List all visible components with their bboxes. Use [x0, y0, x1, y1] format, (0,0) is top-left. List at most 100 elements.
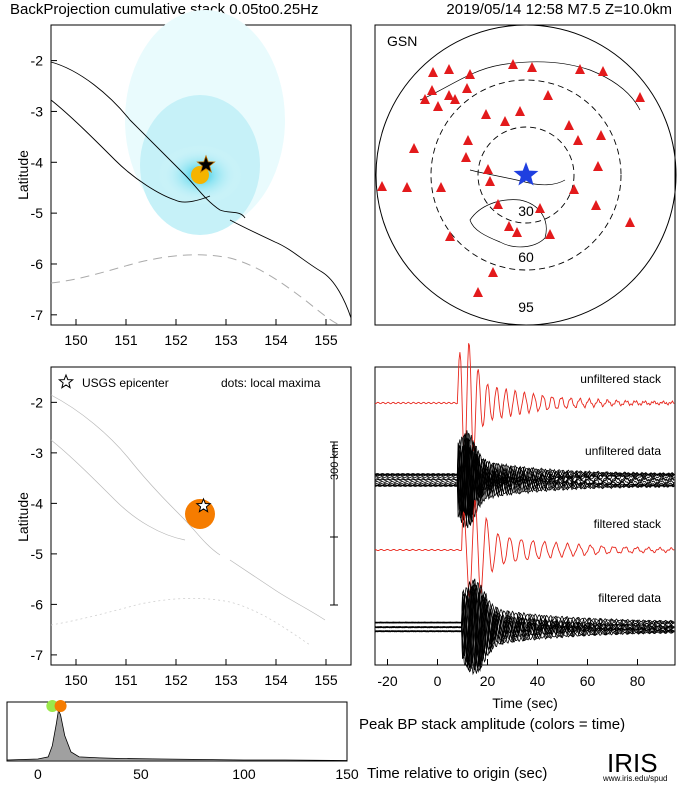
gsn-ring-label: 60 — [518, 249, 534, 265]
hist-x-tick-label: 100 — [232, 766, 256, 782]
station-triangle — [508, 59, 518, 69]
station-triangle — [444, 90, 454, 100]
local-range-ring — [50, 597, 311, 646]
x-tick-label: 152 — [164, 672, 188, 688]
station-triangle — [593, 161, 603, 171]
local-epicenter-star — [195, 497, 212, 513]
peak-amplitude-curve — [6, 708, 348, 762]
hist-x-tick-label: 0 — [34, 766, 42, 782]
label-filtered-data: filtered data — [598, 591, 661, 605]
filtered-data-trace — [374, 578, 675, 664]
legend-dots-label: dots: local maxima — [221, 376, 321, 390]
gsn-outer-circle — [375, 24, 677, 326]
station-triangle — [377, 181, 387, 191]
trace-x-tick-label: 80 — [630, 673, 646, 689]
station-triangle — [483, 164, 493, 174]
y-tick-label: -4 — [31, 495, 44, 511]
hist-x-tick-label: 150 — [335, 766, 359, 782]
bottom-xlabel: Time relative to origin (sec) — [367, 765, 547, 782]
gsn-ring-60 — [430, 79, 622, 271]
y-tick-label: -3 — [31, 445, 44, 461]
trace-lines — [374, 343, 675, 676]
y-tick-label: -2 — [31, 394, 44, 410]
x-tick-label: 152 — [164, 332, 188, 348]
local-ylabel: Latitude — [15, 492, 31, 542]
iris-logo: IRIS — [607, 748, 658, 778]
station-triangle — [420, 94, 430, 104]
station-triangle — [504, 221, 514, 231]
station-triangle — [500, 116, 510, 126]
x-tick-label: 151 — [114, 672, 138, 688]
map-ylabel: Latitude — [15, 150, 31, 200]
epicenter-star-blue — [513, 162, 539, 186]
map-y-ticks: -2 -3 -4 -5 -6 -7 — [31, 53, 57, 323]
station-triangle — [450, 94, 460, 104]
filtered-data-trace — [374, 583, 675, 668]
coastline-bougainville — [229, 219, 352, 319]
local-maxima-panel: USGS epicenter dots: local maxima 300 km… — [15, 366, 352, 688]
trace-xlabel: Time (sec) — [492, 695, 558, 711]
gsn-label: GSN — [387, 33, 417, 49]
station-triangle — [625, 217, 635, 227]
unfiltered-data-trace — [374, 444, 675, 528]
station-triangle — [591, 200, 601, 210]
station-triangle — [481, 109, 491, 119]
local-coast-3 — [229, 559, 326, 621]
unfiltered-data-trace — [374, 432, 675, 516]
x-tick-label: 153 — [214, 672, 238, 688]
station-triangle — [512, 227, 522, 237]
unfiltered-data-trace — [374, 445, 675, 529]
station-triangle — [596, 130, 606, 140]
station-triangle — [461, 152, 471, 162]
peak-time-marker-green — [46, 700, 59, 712]
station-triangle — [488, 267, 498, 277]
gsn-ring-label: 30 — [518, 203, 534, 219]
coastline-new-ireland — [50, 99, 211, 203]
local-y-ticks: -2 -3 -4 -5 -6 -7 — [31, 394, 57, 663]
x-tick-label: 153 — [214, 332, 238, 348]
trace-x-tick-label: 20 — [480, 673, 496, 689]
hist-x-ticks: 0 50 100 150 — [34, 766, 359, 782]
filtered-data-trace — [374, 588, 675, 674]
seismogram-panel: unfiltered stack unfiltered data filtere… — [374, 343, 676, 711]
station-triangle — [433, 101, 443, 111]
coast-australia — [469, 199, 547, 248]
x-tick-label: 155 — [314, 332, 338, 348]
right-title: 2019/05/14 12:58 M7.5 Z=10.0km — [446, 1, 672, 18]
local-coast-2 — [50, 439, 186, 541]
x-tick-label: 151 — [114, 332, 138, 348]
y-tick-label: -3 — [31, 103, 44, 119]
y-tick-label: -6 — [31, 596, 44, 612]
left-title: BackProjection cumulative stack 0.05to0.… — [10, 1, 319, 18]
station-triangle — [444, 64, 454, 74]
station-triangle — [535, 203, 545, 213]
local-coast-1 — [50, 394, 221, 556]
peak-time-marker-orange — [54, 700, 67, 712]
station-triangle — [493, 199, 503, 209]
coastline-new-britain — [50, 61, 246, 219]
station-triangle — [428, 67, 438, 77]
y-tick-label: -7 — [31, 647, 44, 663]
coast-asia — [419, 61, 641, 111]
trace-x-tick-label: 0 — [434, 673, 442, 689]
gsn-stations — [377, 59, 645, 297]
station-triangle — [473, 287, 483, 297]
gsn-station-panel: GSN 30 60 95 — [374, 24, 677, 326]
unfiltered-data-trace — [374, 433, 675, 516]
unfiltered-data-trace — [374, 442, 675, 526]
x-tick-label: 155 — [314, 672, 338, 688]
filtered-stack-trace — [374, 499, 675, 598]
label-filtered-stack: filtered stack — [594, 517, 662, 531]
trace-x-ticks: -20 0 20 40 60 80 — [377, 659, 645, 689]
y-tick-label: -7 — [31, 307, 44, 323]
station-triangle — [573, 135, 583, 145]
station-triangle — [569, 184, 579, 194]
iris-url: www.iris.edu/spud — [602, 774, 667, 783]
station-triangle — [402, 182, 412, 192]
peak-dot — [191, 166, 209, 184]
y-tick-label: -2 — [31, 53, 44, 69]
range-ring — [50, 254, 341, 326]
station-triangle — [598, 66, 608, 76]
label-unfiltered-data: unfiltered data — [585, 444, 661, 458]
station-triangle — [564, 120, 574, 130]
